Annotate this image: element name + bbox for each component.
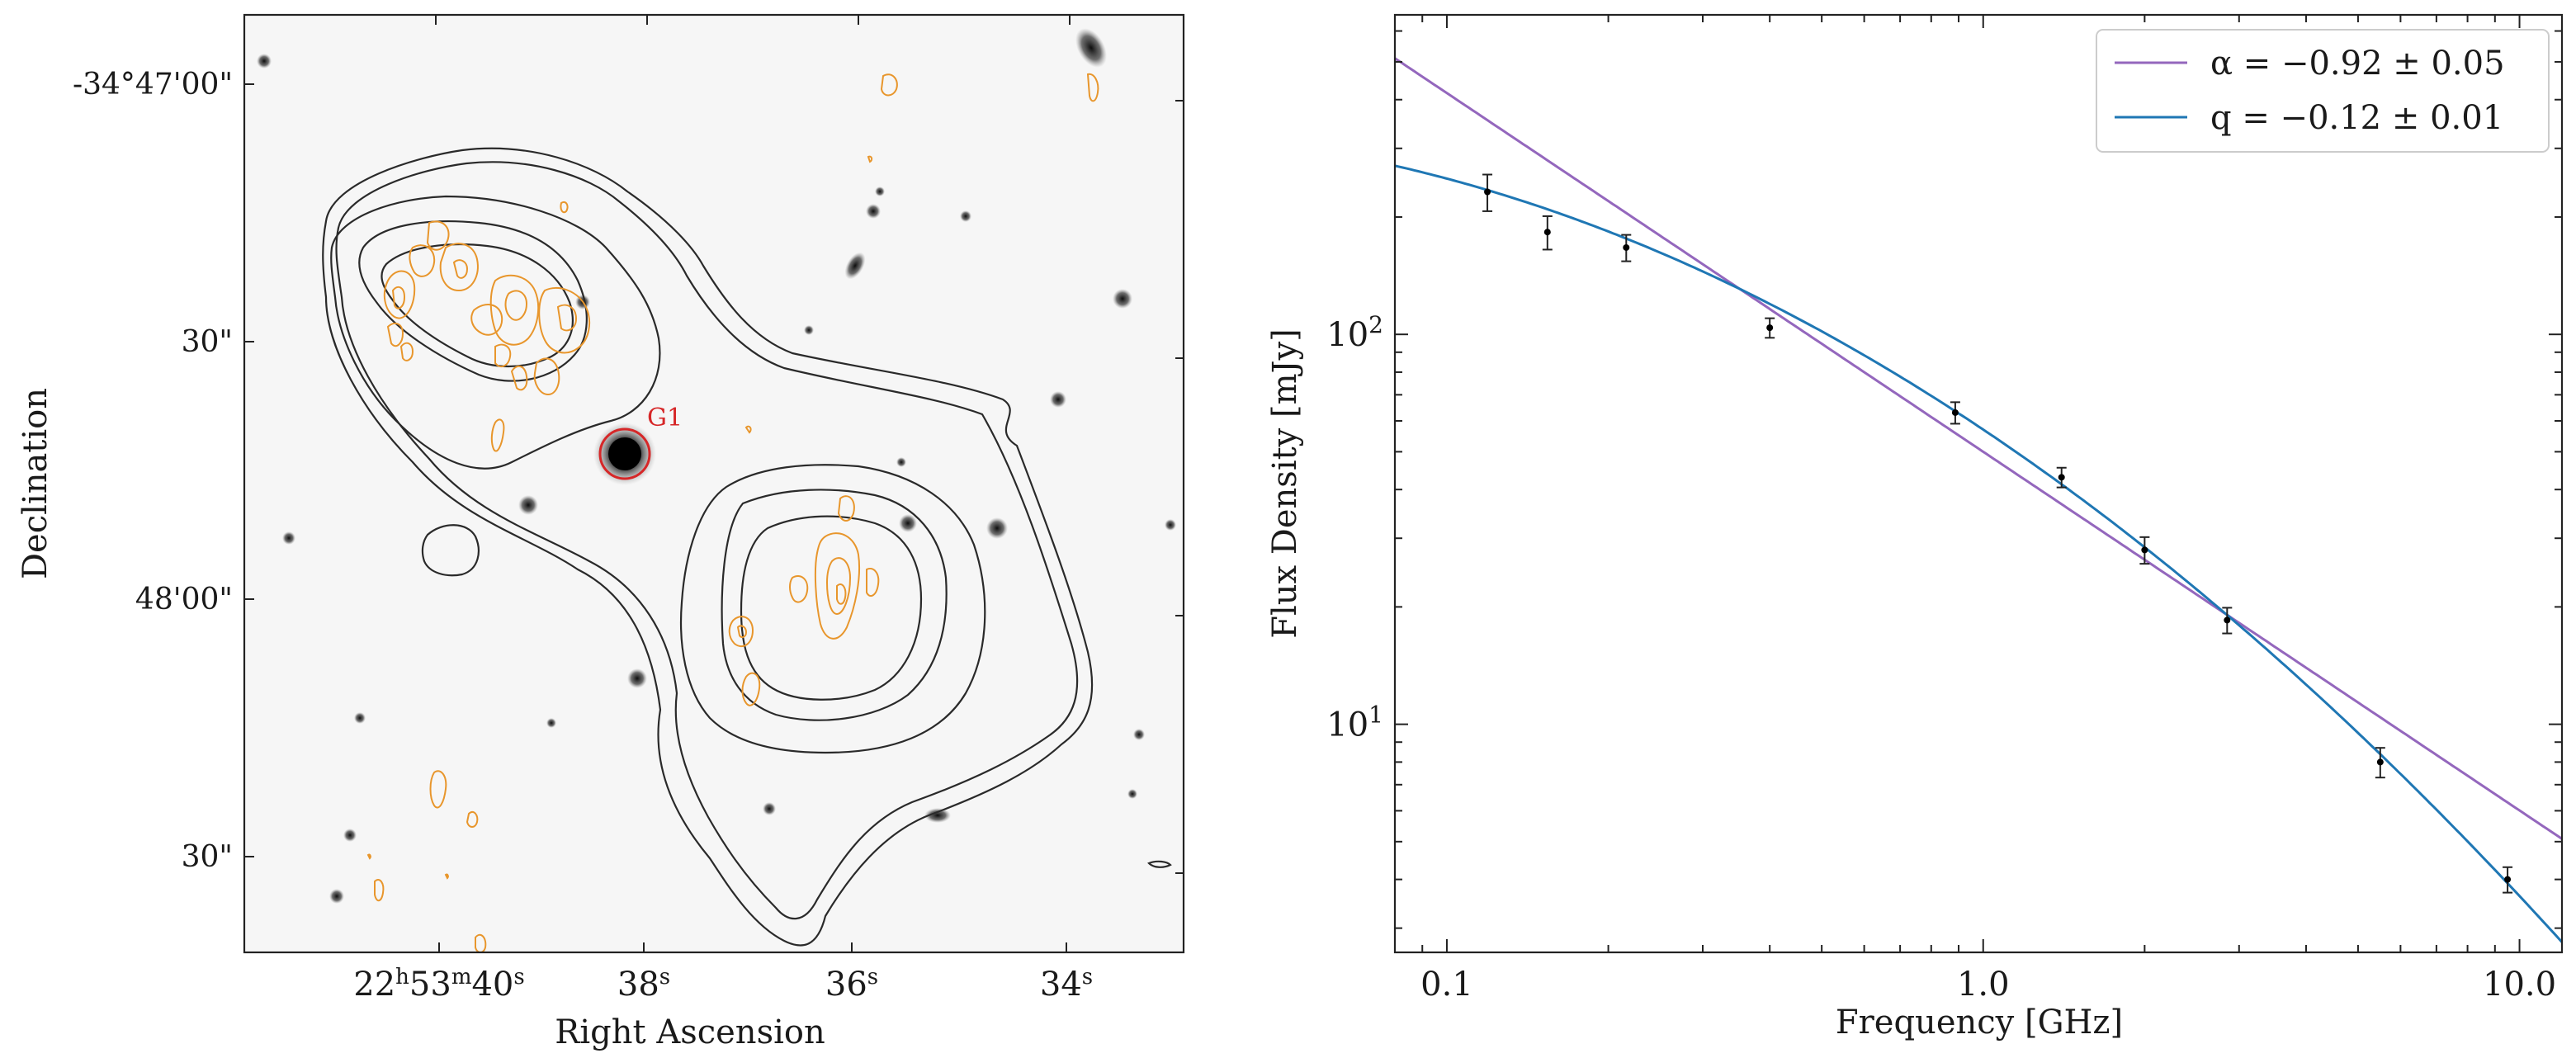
field-star <box>257 54 272 68</box>
right-axes-frame <box>1393 13 2564 954</box>
field-star <box>1113 289 1132 309</box>
contour-level-4-lobe-b <box>721 489 948 721</box>
contour-level-1 <box>322 147 1094 947</box>
host-galaxy-label: G1 <box>647 404 683 432</box>
field-star <box>960 210 971 222</box>
legend: α = −0.92 ± 0.05 q = −0.12 ± 0.01 <box>2096 29 2550 153</box>
data-marker <box>1543 229 1551 236</box>
data-marker <box>2376 758 2384 766</box>
field-galaxy <box>924 808 951 823</box>
sky-image-background <box>244 15 1184 952</box>
field-sources <box>257 28 1176 904</box>
field-star <box>1165 519 1176 531</box>
right-y-axis-label: Flux Density [mJy] <box>1266 328 1304 639</box>
model-curve-alpha <box>1395 57 2562 840</box>
measurement-point <box>2375 747 2385 779</box>
field-star <box>1133 729 1145 740</box>
contour-level-5-lobe-b <box>740 515 923 701</box>
legend-box <box>2096 29 2550 153</box>
data-marker <box>2224 616 2231 624</box>
measurement-point <box>2222 607 2233 635</box>
dec-tick-label: 48'00" <box>135 583 233 616</box>
left-axes-frame <box>243 13 1185 954</box>
field-star <box>627 668 647 688</box>
data-marker <box>1484 188 1491 196</box>
spectrum-ticks: 0.1 1.0 10.0 102 101 <box>1326 15 2562 1004</box>
legend-label-q: q = −0.12 ± 0.01 <box>2210 99 2503 137</box>
field-star <box>329 889 344 904</box>
measurement-point <box>1950 401 1960 425</box>
x-tick-label: 0.1 <box>1420 966 1473 1004</box>
ra-tick-label: 36s <box>825 965 878 1004</box>
left-y-axis-label: Declination <box>17 388 54 579</box>
contour-level-3-lobe-a <box>330 195 661 470</box>
field-star <box>1127 789 1137 799</box>
overlay-contours <box>366 73 1099 952</box>
data-marker <box>1623 243 1630 251</box>
contour-level-2 <box>335 161 1079 920</box>
contour-edge-fragment <box>1147 860 1172 868</box>
data-marker <box>2141 546 2148 554</box>
x-tick-label: 10.0 <box>2483 966 2556 1004</box>
field-star <box>546 718 556 728</box>
field-star <box>899 514 917 532</box>
left-y-ticks <box>244 83 1184 874</box>
x-tick-label: 1.0 <box>1957 966 2010 1004</box>
field-star <box>986 517 1008 539</box>
field-galaxy <box>844 252 866 280</box>
field-star <box>875 187 885 196</box>
measurement-point <box>1482 173 1493 212</box>
host-galaxy-marker <box>598 427 651 480</box>
sky-image <box>257 28 1176 952</box>
left-x-ticks <box>435 15 1071 952</box>
contour-level-5-lobe-a <box>380 243 574 368</box>
right-panel: 0.1 1.0 10.0 102 101 α = −0.92 ± 0.05 q = −0… <box>1266 13 2564 1041</box>
field-star <box>518 495 538 515</box>
y-tick-label: 101 <box>1326 701 1383 744</box>
ra-tick-label: 38s <box>617 965 670 1004</box>
right-x-axis-label: Frequency [GHz] <box>1836 1004 2123 1041</box>
model-curve-q <box>1395 164 2562 943</box>
data-marker <box>2504 876 2512 883</box>
measurement-point <box>2139 536 2150 565</box>
ra-tick-label: 34s <box>1040 965 1093 1004</box>
field-star <box>282 531 295 545</box>
data-marker <box>1951 409 1959 416</box>
legend-label-alpha: α = −0.92 ± 0.05 <box>2210 45 2505 83</box>
contour-level-4-lobe-a <box>358 220 588 382</box>
radio-contours <box>322 147 1172 947</box>
y-tick-label: 102 <box>1326 311 1383 354</box>
field-star <box>1050 391 1066 408</box>
data-marker <box>2058 474 2065 481</box>
left-panel: G1 -34°47'00" 30" 48'00" 30" <box>17 13 1185 1051</box>
field-galaxy <box>1075 28 1107 68</box>
dec-tick-label: 30" <box>182 840 233 874</box>
contour-small-island <box>421 524 480 577</box>
measurement-point <box>1621 234 1632 262</box>
host-galaxy-core <box>608 437 641 470</box>
field-star <box>354 712 366 724</box>
field-star <box>343 829 357 842</box>
measurement-point <box>1765 317 1775 339</box>
field-star <box>866 204 881 219</box>
left-x-axis-label: Right Ascension <box>555 1013 825 1051</box>
dec-tick-label: -34°47'00" <box>73 68 233 102</box>
field-star <box>804 325 814 335</box>
ra-tick-label: 22h53m40s <box>353 965 524 1004</box>
field-star <box>763 802 776 815</box>
contour-level-3-lobe-b <box>679 464 986 754</box>
field-star <box>896 457 906 467</box>
dec-tick-label: 30" <box>182 325 233 359</box>
measurement-point <box>2503 866 2513 894</box>
measurement-point <box>2056 466 2067 489</box>
data-marker <box>1766 324 1774 332</box>
spectrum-plot-area <box>1395 57 2562 943</box>
measurement-point <box>1542 215 1553 251</box>
